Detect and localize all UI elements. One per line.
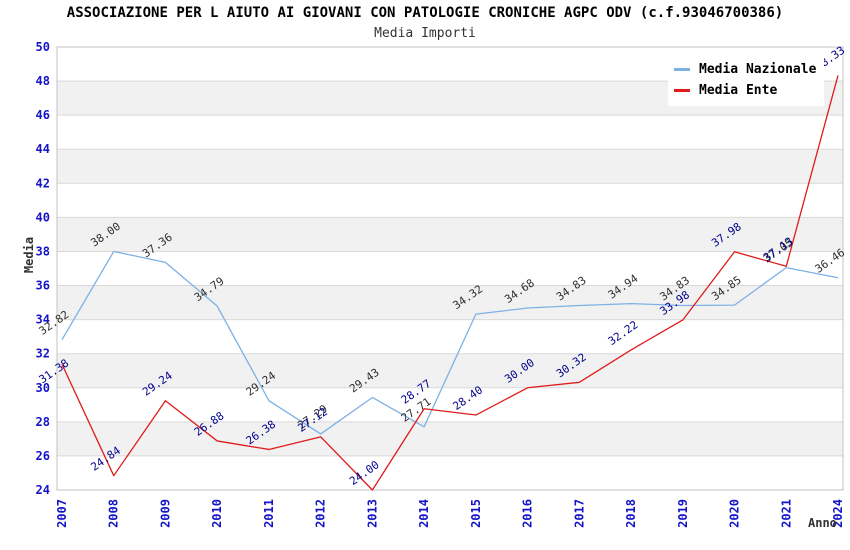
- chart-subtitle: Media Importi: [374, 26, 476, 41]
- x-tick-label: 2012: [314, 499, 328, 528]
- legend-item-media-nazionale: Media Nazionale: [674, 59, 816, 80]
- x-tick-label: 2015: [469, 499, 483, 528]
- x-tick-label: 2019: [676, 499, 690, 528]
- y-tick-label: 40: [36, 210, 50, 224]
- plot-band: [57, 149, 843, 184]
- plot-border: [56, 46, 844, 491]
- chart-legend: Media Nazionale Media Ente: [668, 56, 825, 106]
- y-tick-label: 36: [36, 279, 50, 293]
- plot-band: [57, 455, 843, 490]
- y-tick-label: 46: [36, 108, 50, 122]
- chart-title: ASSOCIAZIONE PER L AIUTO AI GIOVANI CON …: [66, 5, 784, 21]
- legend-item-media-ente: Media Ente: [674, 80, 816, 101]
- y-tick-label: 44: [36, 142, 50, 156]
- y-tick-label: 34: [36, 313, 50, 327]
- legend-label: Media Nazionale: [699, 62, 817, 77]
- plot-band: [57, 183, 843, 218]
- y-tick-label: 48: [36, 74, 50, 88]
- y-axis-title: Media: [22, 236, 36, 274]
- x-tick-label: 2020: [728, 499, 742, 528]
- plot-band: [57, 285, 843, 320]
- x-tick-label: 2016: [521, 499, 535, 528]
- y-tick-label: 30: [36, 381, 50, 395]
- plot-band: [57, 387, 843, 422]
- y-tick-label: 26: [36, 449, 50, 463]
- series-line-media-nazionale: [61, 250, 839, 435]
- x-tick-label: 2014: [417, 499, 431, 528]
- plot-band: [57, 421, 843, 456]
- x-tick-label: 2008: [107, 499, 121, 528]
- legend-label: Media Ente: [699, 83, 778, 98]
- x-tick-label: 2024: [831, 499, 845, 528]
- plot-band: [57, 251, 843, 286]
- y-tick-label: 24: [36, 483, 50, 497]
- y-tick-label: 42: [36, 176, 50, 190]
- x-tick-label: 2010: [210, 499, 224, 528]
- y-tick-label: 38: [36, 244, 50, 258]
- media-nazionale-line-swatch: [674, 68, 690, 71]
- series-line-media-ente: [61, 75, 839, 491]
- plot-band: [57, 115, 843, 150]
- y-tick-label: 28: [36, 415, 50, 429]
- x-tick-label: 2017: [572, 499, 586, 528]
- x-tick-label: 2021: [779, 499, 793, 528]
- media-ente-line-swatch: [674, 89, 690, 92]
- x-tick-label: 2007: [55, 499, 69, 528]
- y-tick-label: 50: [36, 40, 50, 54]
- plot-band: [57, 217, 843, 252]
- plot-band: [57, 319, 843, 354]
- x-tick-label: 2013: [365, 499, 379, 528]
- x-axis-title: Anno: [808, 516, 837, 530]
- x-tick-label: 2009: [158, 499, 172, 528]
- x-tick-label: 2011: [262, 499, 276, 528]
- y-tick-label: 32: [36, 347, 50, 361]
- x-tick-label: 2018: [624, 499, 638, 528]
